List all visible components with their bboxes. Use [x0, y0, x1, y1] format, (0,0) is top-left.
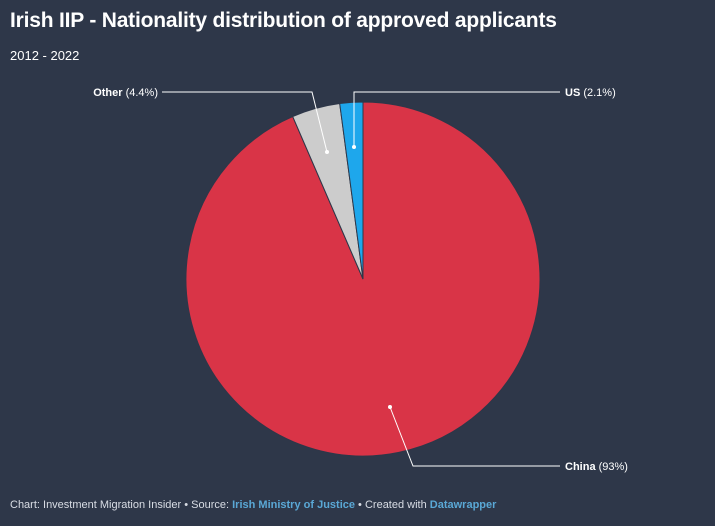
slice-value-china: (93%) [596, 461, 628, 473]
source-link[interactable]: Irish Ministry of Justice [232, 499, 355, 511]
slice-value-us: (2.1%) [580, 87, 615, 99]
footer-prefix: Chart: Investment Migration Insider • So… [10, 499, 233, 511]
leader-dot-china [388, 405, 392, 409]
datawrapper-link[interactable]: Datawrapper [429, 499, 497, 511]
slice-name-us: US [565, 87, 580, 99]
leader-dot-us [352, 145, 356, 149]
leader-dot-other [325, 150, 329, 154]
leader-line-other [162, 91, 328, 153]
leader-line-us [353, 91, 560, 147]
chart-subtitle: 2012 - 2022 [10, 48, 80, 63]
slice-label-other: Other (4.4%) [93, 87, 158, 99]
footer-credits: Chart: Investment Migration Insider • So… [10, 499, 496, 511]
footer-middle: • Created with [355, 499, 430, 511]
slice-value-other: (4.4%) [123, 87, 158, 99]
slice-label-us: US (2.1%) [565, 87, 616, 99]
slice-name-other: Other [93, 87, 123, 99]
pie-slice-us[interactable] [339, 101, 364, 280]
slice-name-china: China [565, 461, 596, 473]
slice-label-china: China (93%) [565, 461, 628, 473]
leader-line-china [389, 406, 560, 467]
chart-title: Irish IIP - Nationality distribution of … [10, 9, 557, 32]
